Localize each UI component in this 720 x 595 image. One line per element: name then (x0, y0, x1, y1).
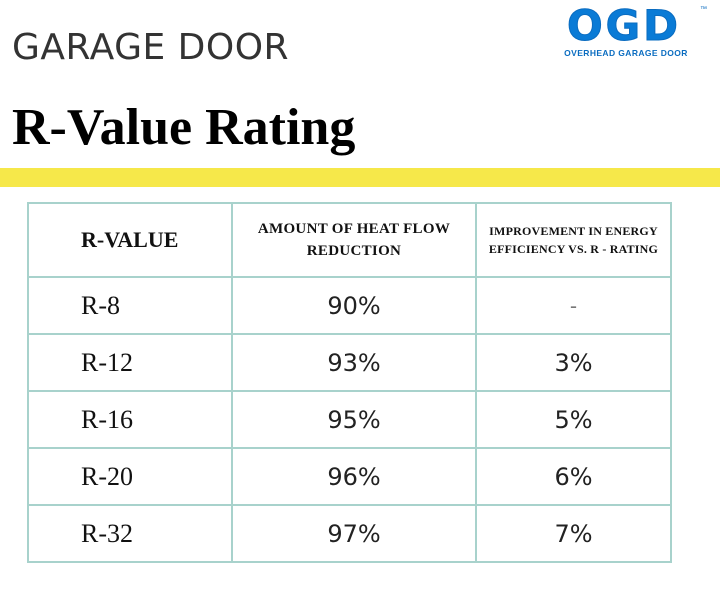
improvement-cell: - (475, 276, 672, 335)
page-title: R-Value Rating (12, 99, 356, 156)
header-energy-improvement: IMPROVEMENT IN ENERGY EFFICIENCY VS. R -… (475, 202, 672, 278)
table-header-row: R-VALUE AMOUNT OF HEAT FLOW REDUCTION IM… (27, 202, 672, 278)
r-value-cell: R-32 (27, 504, 233, 563)
r-value-cell: R-12 (27, 333, 233, 392)
ogd-logo: OGD ™ OVERHEAD GARAGE DOOR (548, 1, 708, 58)
header-heat-flow-reduction: AMOUNT OF HEAT FLOW REDUCTION (231, 202, 477, 278)
yellow-divider (0, 168, 720, 187)
table-row: R-20 96% 6% (27, 447, 672, 506)
reduction-cell: 93% (231, 333, 477, 392)
r-value-cell: R-16 (27, 390, 233, 449)
reduction-cell: 96% (231, 447, 477, 506)
logo-letters: OGD (566, 1, 682, 50)
improvement-cell: 6% (475, 447, 672, 506)
table-row: R-32 97% 7% (27, 504, 672, 563)
header-r-value: R-VALUE (27, 202, 233, 278)
logo-tagline: OVERHEAD GARAGE DOOR (564, 48, 688, 58)
table-row: R-12 93% 3% (27, 333, 672, 392)
page-subtitle: GARAGE DOOR (12, 27, 290, 68)
logo-trademark: ™ (700, 6, 707, 13)
r-value-cell: R-20 (27, 447, 233, 506)
improvement-cell: 5% (475, 390, 672, 449)
improvement-cell: 7% (475, 504, 672, 563)
r-value-table: R-VALUE AMOUNT OF HEAT FLOW REDUCTION IM… (27, 202, 672, 563)
table-row: R-8 90% - (27, 276, 672, 335)
reduction-cell: 97% (231, 504, 477, 563)
table-row: R-16 95% 5% (27, 390, 672, 449)
r-value-cell: R-8 (27, 276, 233, 335)
reduction-cell: 90% (231, 276, 477, 335)
improvement-cell: 3% (475, 333, 672, 392)
reduction-cell: 95% (231, 390, 477, 449)
